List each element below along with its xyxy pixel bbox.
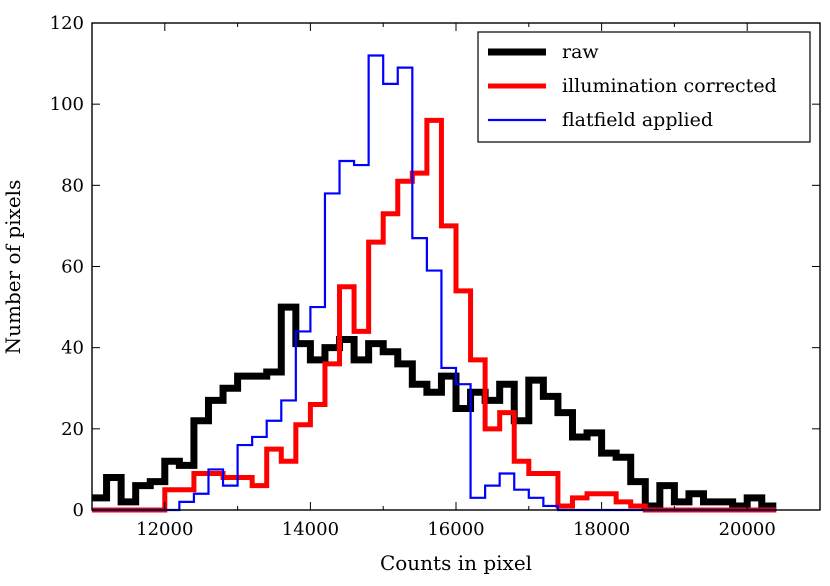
x-tick-label: 18000: [573, 519, 630, 540]
tick-layer: 12000 14000 16000 18000 20000 0 20 40 60 80 100 120: [50, 13, 821, 540]
x-tick-label: 12000: [136, 519, 193, 540]
y-tick-label: 40: [61, 338, 84, 359]
y-tick-label: 60: [61, 257, 84, 278]
series-line-illumination-corrected: [92, 117, 777, 513]
legend-label-flatfield-applied: flatfield applied: [562, 109, 713, 131]
y-tick-label: 0: [73, 500, 84, 521]
x-tick-label: 20000: [719, 519, 776, 540]
legend-label-illumination-corrected: illumination corrected: [562, 75, 777, 97]
y-tick-label: 20: [61, 419, 84, 440]
x-tick-label: 16000: [427, 519, 484, 540]
legend-label-raw: raw: [562, 41, 599, 63]
y-tick-label: 120: [50, 13, 84, 34]
y-tick-label: 80: [61, 175, 84, 196]
x-axis-label: Counts in pixel: [380, 551, 532, 575]
y-tick-label: 100: [50, 94, 84, 115]
x-tick-label: 14000: [282, 519, 339, 540]
y-axis-label: Number of pixels: [1, 180, 25, 355]
legend: raw illumination corrected flatfield app…: [477, 31, 811, 143]
series-line-raw: [92, 303, 777, 510]
